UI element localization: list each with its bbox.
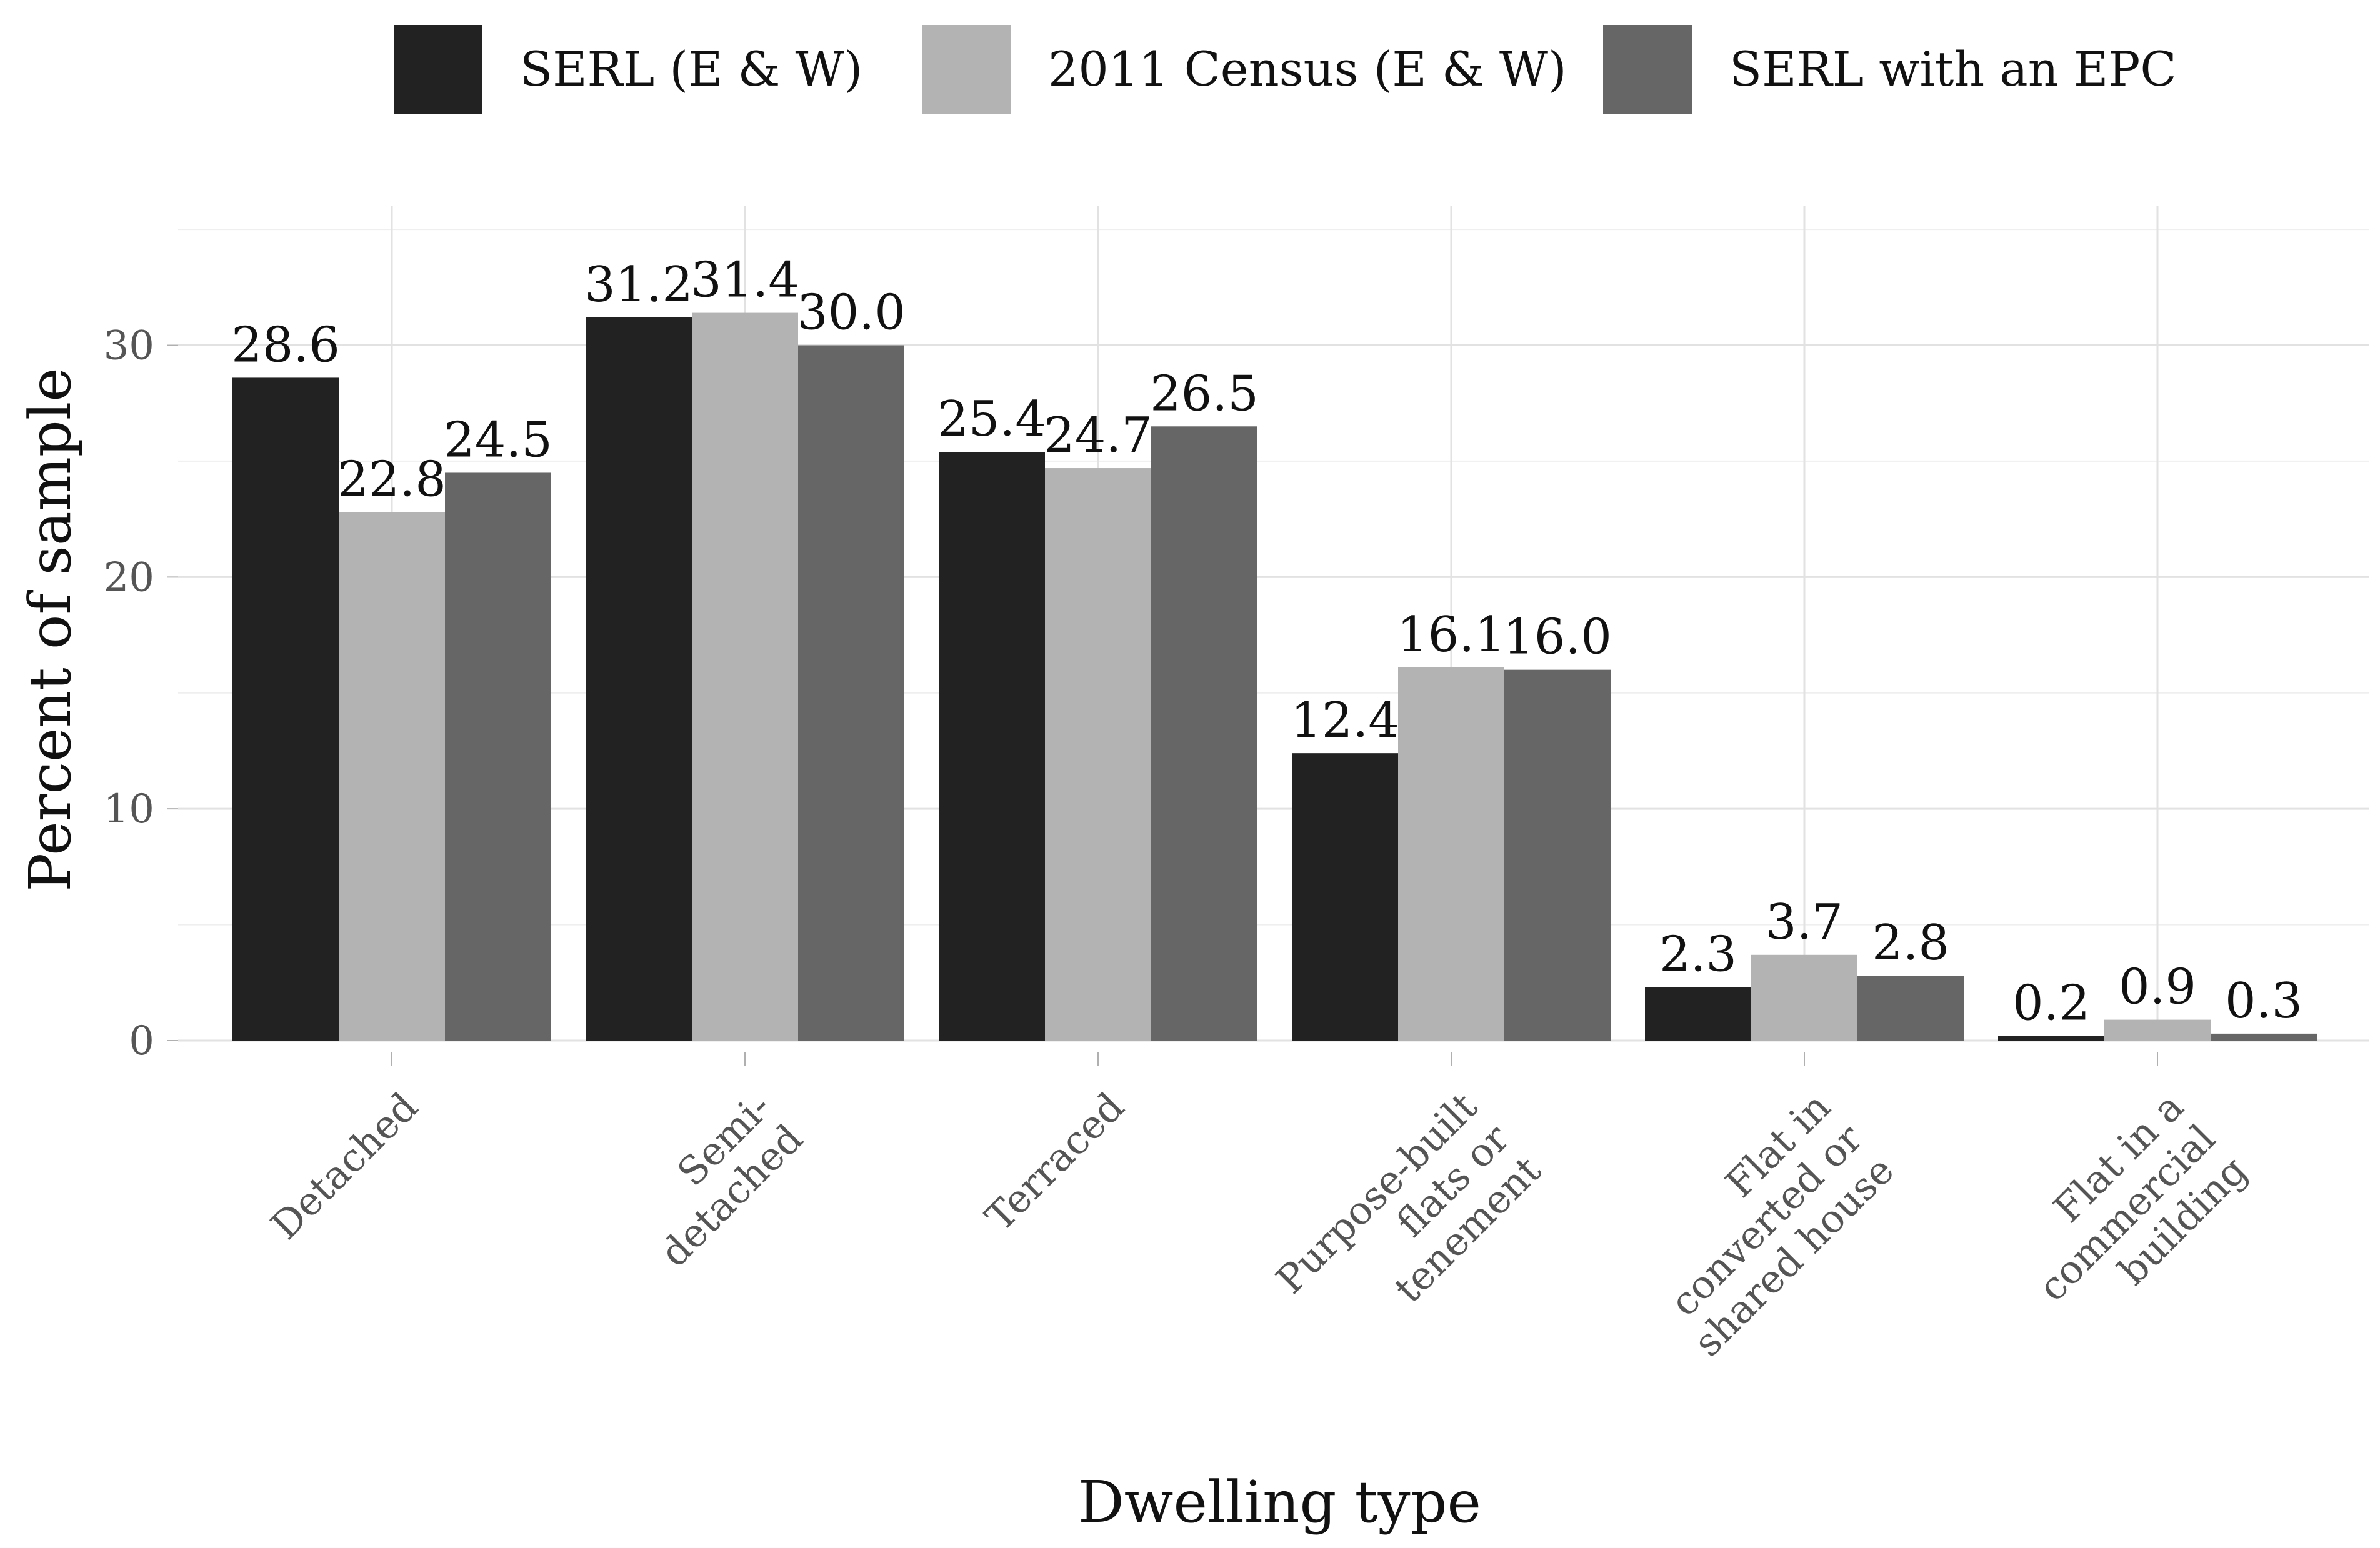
data-label: 24.5 <box>444 412 552 468</box>
data-label: 2.8 <box>1872 915 1949 971</box>
legend-key <box>394 25 482 114</box>
legend: SERL (E & W) 2011 Census (E & W) SERL with… <box>394 25 2177 114</box>
y-tick-label: 10 <box>104 786 154 832</box>
data-label: 0.2 <box>2012 976 2090 1032</box>
y-axis: 0 10 20 30 <box>104 323 178 1064</box>
x-tick-label: Flat in acommercialbuilding <box>1998 1084 2256 1342</box>
data-label: 0.3 <box>2225 973 2302 1029</box>
bar <box>1751 954 1858 1041</box>
bar <box>1151 426 1258 1041</box>
bar <box>1998 1036 2104 1041</box>
bar <box>692 312 798 1041</box>
bar <box>586 317 692 1041</box>
data-label: 3.7 <box>1766 894 1843 951</box>
data-label: 16.1 <box>1397 607 1506 663</box>
bar <box>1504 669 1611 1041</box>
bar <box>1398 667 1504 1041</box>
data-label: 30.0 <box>797 285 906 341</box>
data-label: 31.4 <box>691 252 799 309</box>
bar <box>798 345 904 1041</box>
x-tick-label: Flat inconverted orshared house <box>1621 1084 1903 1366</box>
bar <box>1292 753 1398 1041</box>
legend-label: 2011 Census (E & W) <box>1048 41 1567 97</box>
data-label: 24.7 <box>1044 407 1152 464</box>
data-label: 16.0 <box>1503 609 1612 666</box>
legend-label: SERL (E & W) <box>520 41 862 97</box>
y-axis-title: Percent of sample <box>17 367 84 891</box>
y-tick-label: 20 <box>104 554 154 601</box>
bar <box>1858 976 1964 1041</box>
bars <box>232 312 2317 1041</box>
x-axis: Detached Semi-detached Terraced Purpose-bui… <box>262 1052 2256 1366</box>
bar <box>939 452 1045 1041</box>
x-tick-label: Detached <box>262 1084 426 1248</box>
x-tick-label-line: Detached <box>262 1084 426 1248</box>
y-tick-label: 0 <box>129 1018 154 1064</box>
x-axis-title: Dwelling type <box>1078 1469 1481 1536</box>
data-label: 25.4 <box>938 391 1046 447</box>
data-labels: 28.6 31.2 25.4 12.4 2.3 0.2 22.8 31.4 24.7 16.1 3.… <box>231 252 2302 1032</box>
bar <box>2104 1019 2211 1041</box>
data-label: 0.9 <box>2119 959 2196 1016</box>
bar <box>2211 1033 2317 1041</box>
legend-key <box>922 25 1011 114</box>
x-tick-label-line: Terraced <box>977 1084 1133 1240</box>
data-label: 31.2 <box>584 257 693 313</box>
bar <box>1045 468 1151 1041</box>
x-tick-label: Purpose-builtflats ortenement <box>1268 1084 1550 1366</box>
data-label: 22.8 <box>338 452 446 508</box>
bar <box>445 472 551 1041</box>
x-tick-label: Semi-detached <box>619 1084 811 1276</box>
data-label: 26.5 <box>1150 366 1259 422</box>
data-label: 12.4 <box>1291 692 1399 749</box>
x-tick-label: Terraced <box>977 1084 1133 1240</box>
bar <box>1645 987 1751 1041</box>
legend-label: SERL with an EPC <box>1729 41 2177 97</box>
bar <box>339 512 445 1041</box>
data-label: 28.6 <box>231 317 340 373</box>
bar <box>232 377 339 1041</box>
data-label: 2.3 <box>1659 927 1737 983</box>
y-tick-label: 30 <box>104 323 154 369</box>
legend-key <box>1603 25 1692 114</box>
